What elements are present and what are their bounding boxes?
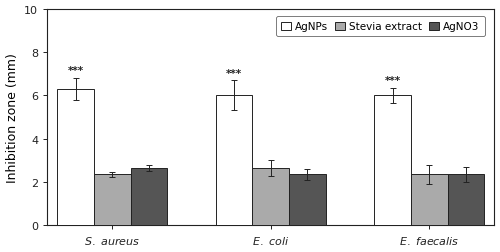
Y-axis label: Inhibition zone (mm): Inhibition zone (mm): [6, 53, 18, 182]
Bar: [216, 96, 252, 226]
Bar: [130, 168, 167, 226]
Bar: [252, 168, 289, 226]
Bar: [411, 175, 448, 226]
Bar: [289, 175, 326, 226]
Text: ***: ***: [68, 66, 84, 76]
Text: ***: ***: [384, 76, 401, 86]
Legend: AgNPs, Stevia extract, AgNO3: AgNPs, Stevia extract, AgNO3: [276, 17, 485, 37]
Bar: [58, 89, 94, 226]
Bar: [374, 96, 411, 226]
Text: ***: ***: [226, 68, 242, 78]
Bar: [448, 175, 484, 226]
Bar: [94, 175, 130, 226]
